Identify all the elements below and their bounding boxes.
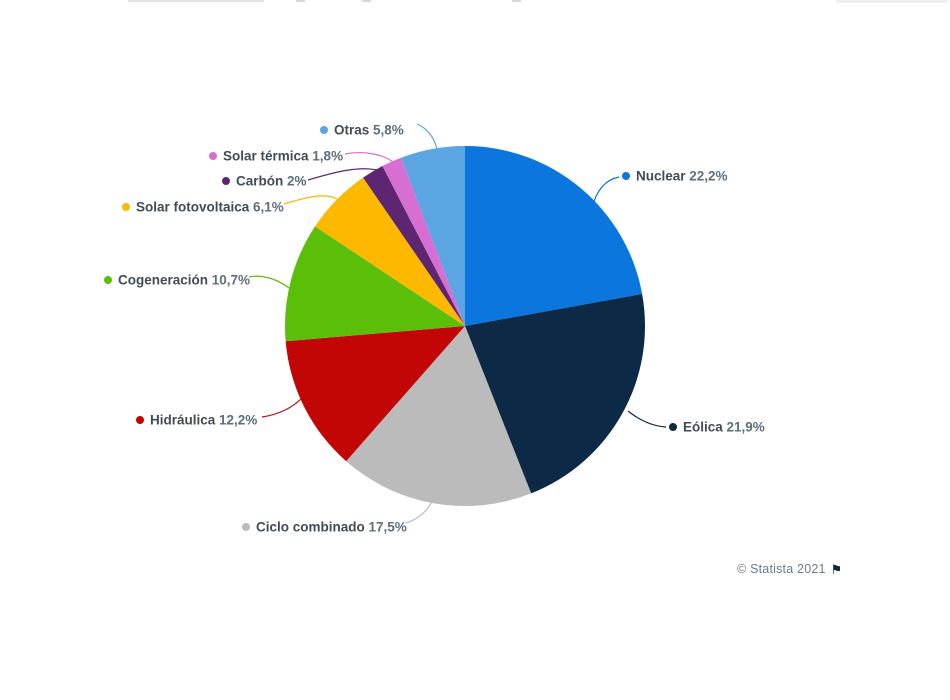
slice-label-otras: Otras 5,8%: [334, 123, 404, 138]
label-dot-cogeneracion: [104, 276, 112, 284]
leader-line-solar-fotovoltaica: [283, 195, 338, 205]
toolbar-fragment: [836, 0, 948, 3]
leader-line-cogeneracion: [248, 275, 290, 289]
toolbar-fragment: [296, 0, 305, 2]
leader-line-ciclo-combinado: [405, 498, 434, 524]
label-dot-solar-fotovoltaica: [122, 203, 130, 211]
pie-slice-ciclo-combinado[interactable]: [346, 326, 532, 507]
leader-line-otras: [416, 123, 438, 150]
leader-line-nuclear: [591, 176, 620, 209]
pie-slice-nuclear[interactable]: [465, 146, 643, 326]
label-dot-nuclear: [622, 172, 630, 180]
pie-slice-cogeneracion[interactable]: [284, 226, 465, 342]
slice-label-hidraulica: Hidráulica 12,2%: [150, 413, 257, 428]
label-dot-eolica: [669, 423, 677, 431]
toolbar-fragment: [512, 0, 521, 2]
flag-icon: ⚑: [830, 561, 843, 577]
slice-label-solar-fotovoltaica: Solar fotovoltaica 6,1%: [136, 200, 284, 215]
label-dot-otras: [320, 126, 328, 134]
slice-label-eolica: Eólica 21,9%: [683, 420, 765, 435]
leader-line-solar-termica: [344, 151, 395, 164]
slice-label-ciclo-combinado: Ciclo combinado 17,5%: [256, 520, 407, 535]
label-dot-solar-termica: [209, 152, 217, 160]
slice-label-solar-termica: Solar térmica 1,8%: [223, 149, 343, 164]
pie-slice-carbon[interactable]: [363, 166, 465, 326]
label-dot-hidraulica: [136, 416, 144, 424]
pie-slice-solar-termica[interactable]: [382, 157, 465, 326]
label-dot-carbon: [222, 177, 230, 185]
slice-label-nuclear: Nuclear 22,2%: [636, 169, 728, 184]
pie-slice-hidraulica[interactable]: [285, 326, 465, 462]
pie-slice-solar-fotovoltaica[interactable]: [315, 177, 465, 326]
leader-line-eolica: [627, 410, 667, 428]
leader-line-carbon: [307, 168, 378, 181]
slice-label-cogeneracion: Cogeneración 10,7%: [118, 273, 250, 288]
pie-slice-eolica[interactable]: [465, 294, 645, 494]
pie-slice-otras[interactable]: [400, 146, 465, 326]
leader-line-hidraulica: [261, 397, 303, 418]
label-dot-ciclo-combinado: [242, 523, 250, 531]
statista-credit: © Statista 2021 ⚑: [737, 562, 843, 576]
toolbar-fragment: [128, 0, 264, 2]
slice-label-carbon: Carbón 2%: [236, 174, 307, 189]
toolbar-fragment: [362, 0, 371, 2]
credit-text: © Statista 2021: [737, 562, 826, 576]
